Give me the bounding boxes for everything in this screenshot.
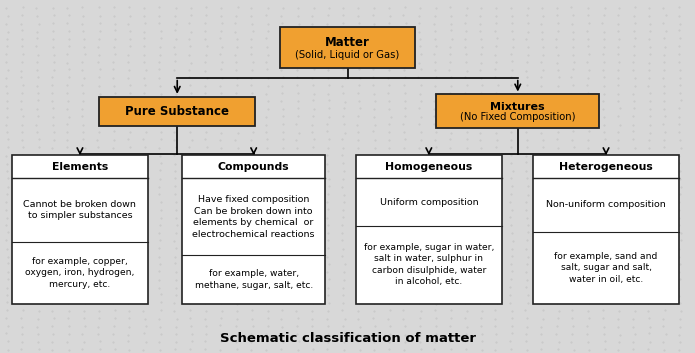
Text: Cannot be broken down
to simpler substances: Cannot be broken down to simpler substan… <box>24 200 136 220</box>
Text: Heterogeneous: Heterogeneous <box>559 162 653 172</box>
Text: Schematic classification of matter: Schematic classification of matter <box>220 333 475 345</box>
Text: Matter: Matter <box>325 36 370 49</box>
Text: Have fixed composition
Can be broken down into
elements by chemical  or
electroc: Have fixed composition Can be broken dow… <box>193 195 315 239</box>
Text: for example, water,
methane, sugar, salt, etc.: for example, water, methane, sugar, salt… <box>195 269 313 290</box>
FancyBboxPatch shape <box>279 28 415 68</box>
FancyBboxPatch shape <box>356 155 502 304</box>
Text: for example, sand and
salt, sugar and salt,
water in oil, etc.: for example, sand and salt, sugar and sa… <box>555 252 657 283</box>
Text: (No Fixed Composition): (No Fixed Composition) <box>460 112 575 122</box>
Text: Homogeneous: Homogeneous <box>385 162 473 172</box>
Text: for example, copper,
oxygen, iron, hydrogen,
mercury, etc.: for example, copper, oxygen, iron, hydro… <box>25 257 135 289</box>
Text: (Solid, Liquid or Gas): (Solid, Liquid or Gas) <box>295 50 400 60</box>
Text: Mixtures: Mixtures <box>491 102 545 112</box>
Text: Pure Substance: Pure Substance <box>125 105 229 118</box>
Text: Compounds: Compounds <box>218 162 290 172</box>
Text: Elements: Elements <box>52 162 108 172</box>
FancyBboxPatch shape <box>182 155 325 304</box>
Text: Uniform composition: Uniform composition <box>379 198 478 207</box>
Text: for example, sugar in water,
salt in water, sulphur in
carbon disulphide, water
: for example, sugar in water, salt in wat… <box>363 243 494 286</box>
FancyBboxPatch shape <box>99 97 256 126</box>
FancyBboxPatch shape <box>13 155 148 304</box>
FancyBboxPatch shape <box>436 94 599 128</box>
Text: Non-uniform composition: Non-uniform composition <box>546 201 666 209</box>
FancyBboxPatch shape <box>533 155 679 304</box>
